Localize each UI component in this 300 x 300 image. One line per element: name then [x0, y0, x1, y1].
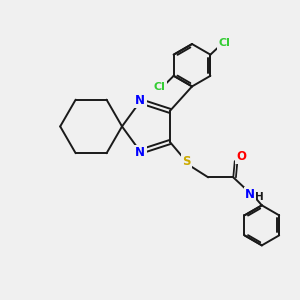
Text: N: N — [245, 188, 255, 201]
Text: H: H — [255, 192, 264, 203]
Text: S: S — [182, 155, 190, 168]
Text: Cl: Cl — [219, 38, 230, 48]
Text: N: N — [135, 94, 145, 106]
Text: O: O — [236, 150, 246, 163]
Text: N: N — [135, 146, 145, 159]
Text: Cl: Cl — [154, 82, 166, 92]
